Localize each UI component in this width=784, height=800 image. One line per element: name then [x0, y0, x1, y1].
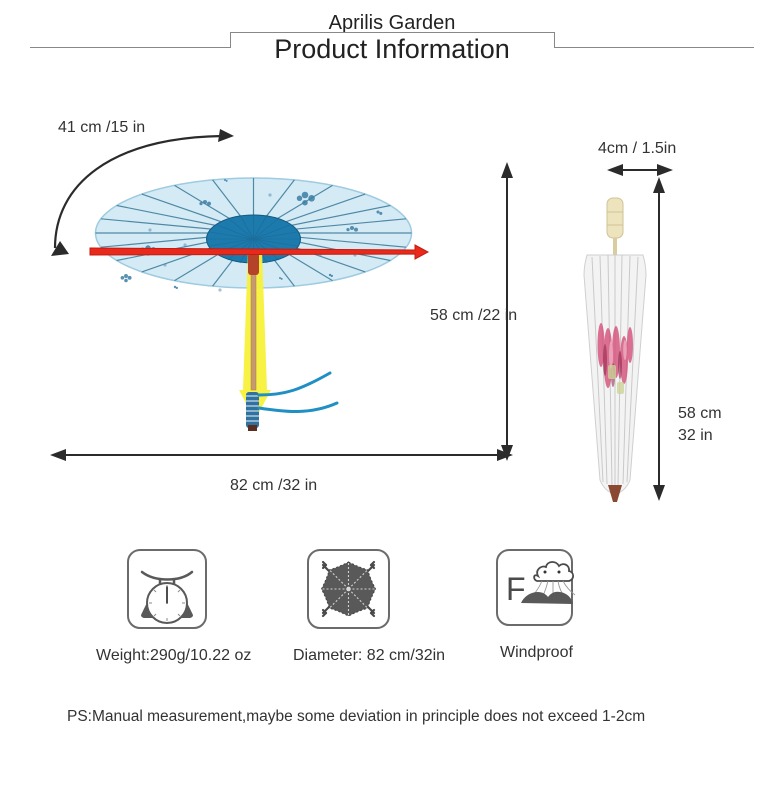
svg-text:82 cm /32 in: 82 cm /32 in	[230, 477, 317, 494]
svg-text:32 in: 32 in	[678, 427, 713, 444]
svg-text:Windproof: Windproof	[500, 644, 573, 661]
svg-text:41 cm /15 in: 41 cm /15 in	[58, 119, 145, 136]
svg-text:Diameter: 82 cm/32in: Diameter: 82 cm/32in	[293, 647, 445, 664]
svg-text:Weight:290g/10.22 oz: Weight:290g/10.22 oz	[96, 647, 251, 664]
svg-text:58 cm /22 in: 58 cm /22 in	[430, 307, 517, 324]
svg-text:58 cm: 58 cm	[678, 405, 722, 422]
svg-text:4cm / 1.5in: 4cm / 1.5in	[598, 140, 676, 157]
